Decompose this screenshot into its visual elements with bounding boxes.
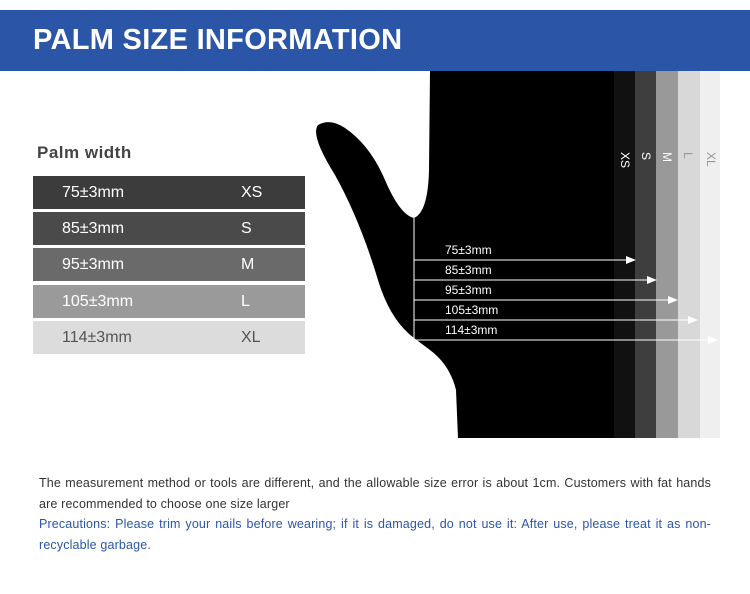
measure-label: 85±3mm bbox=[445, 263, 492, 277]
band-label: XS bbox=[618, 152, 632, 168]
size-row: 114±3mm XL bbox=[33, 321, 305, 354]
arrowhead-icon bbox=[626, 256, 636, 264]
palm-width-value: 85±3mm bbox=[62, 220, 125, 237]
table-title: Palm width bbox=[37, 143, 132, 162]
size-label: XL bbox=[241, 329, 261, 346]
precautions-note: Precautions: Please trim your nails befo… bbox=[39, 517, 711, 552]
palm-width-value: 95±3mm bbox=[62, 256, 125, 273]
measure-label: 105±3mm bbox=[445, 303, 498, 317]
hand-silhouette bbox=[316, 71, 614, 438]
band-label: L bbox=[681, 152, 695, 159]
arrowhead-icon bbox=[688, 316, 698, 324]
band-label: S bbox=[639, 152, 653, 160]
measure-label: 75±3mm bbox=[445, 243, 492, 257]
page-title: PALM SIZE INFORMATION bbox=[33, 24, 403, 56]
size-row: 75±3mm XS bbox=[33, 176, 305, 209]
measurement-note: The measurement method or tools are diff… bbox=[39, 476, 711, 511]
header-banner: PALM SIZE INFORMATION bbox=[0, 10, 750, 71]
size-label: S bbox=[241, 220, 252, 237]
measure-label: 95±3mm bbox=[445, 283, 492, 297]
arrowhead-icon bbox=[647, 276, 657, 284]
measure-label: 114±3mm bbox=[445, 323, 497, 337]
size-label: M bbox=[241, 256, 255, 273]
size-label: L bbox=[241, 293, 250, 310]
arrowhead-icon bbox=[668, 296, 678, 304]
size-label: XS bbox=[241, 184, 263, 201]
size-row: 95±3mm M bbox=[33, 248, 305, 281]
palm-width-value: 75±3mm bbox=[62, 184, 125, 201]
size-row: 105±3mm L bbox=[33, 285, 305, 318]
palm-width-value: 114±3mm bbox=[62, 329, 132, 346]
band-label: XL bbox=[704, 152, 718, 167]
palm-width-value: 105±3mm bbox=[62, 293, 134, 310]
band-xs bbox=[610, 71, 635, 438]
arrowhead-icon bbox=[708, 336, 718, 344]
band-label: M bbox=[660, 152, 674, 162]
size-row: 85±3mm S bbox=[33, 212, 305, 245]
